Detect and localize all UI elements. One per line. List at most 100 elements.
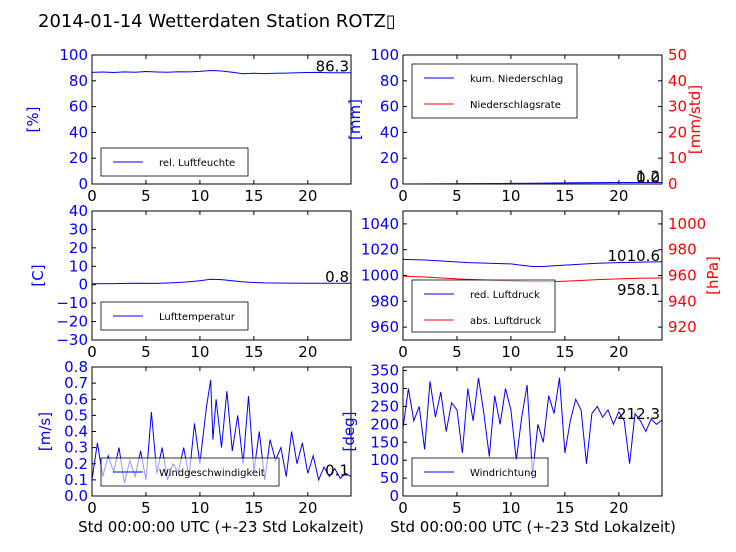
y-tick-label: 40 [69, 202, 88, 220]
plot-frame [402, 54, 663, 185]
y-tick-label: 150 [370, 433, 399, 451]
value-label: 1010.6 [608, 247, 661, 265]
x-tick-label: 15 [555, 499, 574, 517]
value-label: 212.3 [617, 405, 660, 423]
plot-frame [402, 366, 663, 497]
x-tick-label: 10 [501, 187, 520, 205]
value-label-right: 958.1 [617, 281, 660, 299]
x-tick-label: 15 [244, 499, 263, 517]
y-tick-label: 960 [370, 318, 399, 336]
y-tick-label: 300 [370, 380, 399, 398]
panel-precip: 0 5 10 15 20 0 20 40 60 80 100 0 10 20 30 40 50 [mm] [mm/s… [346, 46, 704, 205]
value-label: 1.2 [636, 167, 660, 185]
x-tick-label: 15 [555, 187, 574, 205]
y-tick-label: 0.3 [64, 439, 88, 457]
y-axis-label: [C] [29, 264, 47, 286]
y-axis-label: [mm] [346, 99, 364, 140]
legend: kum. Niederschlag Niederschlagsrate [411, 63, 578, 119]
legend: Lufttemperatur [100, 301, 249, 331]
y-tick-label: 0 [389, 175, 399, 193]
value-label: 86.3 [316, 58, 349, 76]
x-tick-label: 5 [141, 499, 151, 517]
y-right-tick-label: 0 [668, 175, 678, 193]
legend-label: Lufttemperatur [159, 312, 236, 323]
x-tick-label: 10 [190, 343, 209, 361]
y-axis-label: [m/s] [36, 412, 54, 451]
value-label-right: 0.0 [636, 169, 660, 187]
y-tick-label: 50 [380, 469, 399, 487]
y-tick-label: 0 [78, 175, 88, 193]
y-tick-label: −20 [56, 313, 88, 331]
x-tick-label: 15 [555, 343, 574, 361]
panel-wind_dir: 0 5 10 15 20050100150200250300350[deg]Windri… [340, 362, 663, 517]
x-tick-label: 0 [87, 499, 97, 517]
legend-label: abs. Luftdruck [470, 316, 541, 327]
y-tick-label: 0.6 [64, 390, 88, 408]
y-right-tick-label: 920 [668, 318, 697, 336]
y-tick-label: 20 [380, 149, 399, 167]
y-tick-label: −30 [56, 331, 88, 349]
x-tick-label: 0 [398, 499, 408, 517]
y-tick-label: −10 [56, 294, 88, 312]
legend: Windrichtung [411, 457, 549, 487]
plot-frame [91, 54, 352, 185]
panel-humidity: 0 5 10 15 20 0 20 40 60 80 100 [%] rel. Luftfeuchte 8… [24, 46, 352, 205]
y-tick-label: 350 [370, 362, 399, 380]
y-tick-label: 60 [380, 98, 399, 116]
x-tick-label: 0 [87, 343, 97, 361]
panel-wind_speed: 0 5 10 15 200.00.10.20.30.40.50.60.70.8[m/s]… [36, 358, 352, 517]
x-tick-label: 5 [452, 187, 462, 205]
x-tick-label: 20 [298, 343, 317, 361]
series-line-temperature-0 [91, 278, 351, 285]
y-tick-label: 0.0 [64, 487, 88, 505]
y-tick-label: 10 [69, 257, 88, 275]
y-tick-label: 0.2 [64, 455, 88, 473]
y-tick-label: 80 [69, 72, 88, 90]
y-tick-label: 100 [370, 46, 399, 64]
y-tick-label: 40 [69, 123, 88, 141]
y-tick-label: 1040 [361, 215, 399, 233]
y-tick-label: 1020 [361, 241, 399, 259]
x-tick-label: 5 [452, 499, 462, 517]
y-right-tick-label: 20 [668, 123, 687, 141]
y-right-tick-label: 10 [668, 149, 687, 167]
panel-pressure: 0 5 10 15 20 960 980 1000 1020 1040 920 940 960 980 10… [361, 210, 722, 361]
x-tick-label: 5 [141, 187, 151, 205]
x-tick-label: 20 [609, 187, 628, 205]
y-tick-label: 20 [69, 149, 88, 167]
legend-label: rel. Luftfeuchte [159, 158, 235, 169]
x-tick-label: 20 [609, 343, 628, 361]
y-tick-label: 100 [59, 46, 88, 64]
x-tick-label: 5 [141, 343, 151, 361]
y-tick-label: 0.8 [64, 358, 88, 376]
x-tick-label: 20 [609, 499, 628, 517]
y-tick-label: 100 [370, 451, 399, 469]
y-tick-label: 80 [380, 72, 399, 90]
legend: Windgeschwindigkeit [100, 457, 280, 487]
legend: rel. Luftfeuchte [100, 147, 249, 177]
x-tick-label: 15 [244, 343, 263, 361]
y-tick-label: 40 [380, 123, 399, 141]
x-tick-label: 0 [398, 343, 408, 361]
legend: red. Luftdruck abs. Luftdruck [411, 279, 556, 333]
y-tick-label: 30 [69, 220, 88, 238]
y-right-tick-label: 30 [668, 98, 687, 116]
xlabel-right: Std 00:00:00 UTC (+-23 Std Lokalzeit) [390, 518, 676, 536]
legend-label: Niederschlagsrate [470, 100, 561, 111]
x-tick-label: 10 [501, 499, 520, 517]
y-right-tick-label: 940 [668, 292, 697, 310]
y-tick-label: 0.7 [64, 374, 88, 392]
series-line-humidity-0 [91, 69, 351, 75]
y-right-tick-label: 960 [668, 267, 697, 285]
legend-box [411, 63, 578, 119]
y-tick-label: 200 [370, 415, 399, 433]
y-tick-label: 1000 [361, 267, 399, 285]
y-axis-label: [%] [24, 107, 42, 133]
x-tick-label: 20 [298, 187, 317, 205]
legend-label: kum. Niederschlag [470, 74, 563, 85]
y-right-tick-label: 50 [668, 46, 687, 64]
y-tick-label: 980 [370, 292, 399, 310]
y-right-tick-label: 1000 [668, 215, 706, 233]
